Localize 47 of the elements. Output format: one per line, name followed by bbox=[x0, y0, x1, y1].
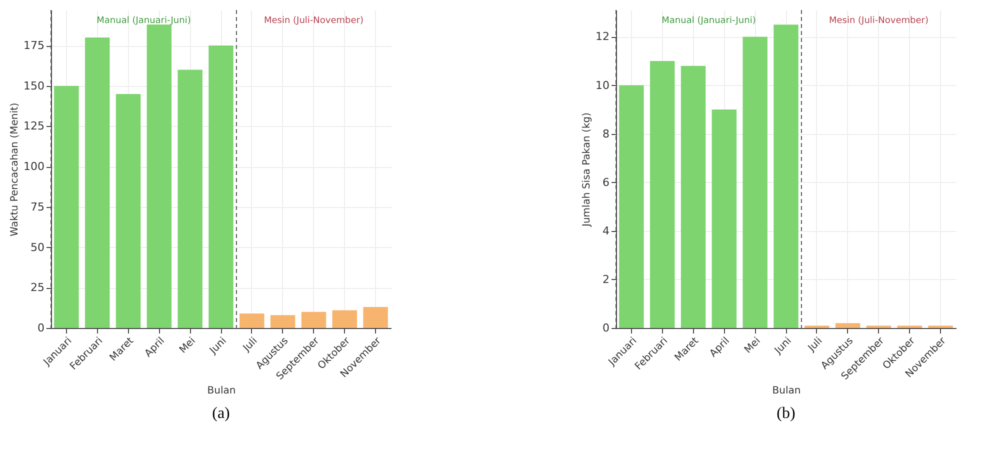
x-tick-label: Juli bbox=[806, 336, 825, 354]
bar bbox=[363, 307, 388, 328]
bar bbox=[712, 110, 737, 328]
bar bbox=[178, 70, 202, 328]
y-tick-label: 125 bbox=[24, 120, 44, 133]
bar bbox=[208, 46, 234, 328]
y-tick-label: 6 bbox=[602, 176, 610, 189]
bar bbox=[680, 66, 706, 328]
x-axis-title: Bulan bbox=[207, 386, 236, 397]
x-axis-title: Bulan bbox=[772, 386, 801, 397]
y-tick-label: 175 bbox=[24, 39, 44, 52]
y-tick-label: 0 bbox=[602, 322, 610, 334]
y-tick-label: 12 bbox=[596, 30, 610, 44]
y-axis-title: Waktu Pencacahan (Menit) bbox=[10, 102, 21, 236]
x-tick-label: Juli bbox=[240, 336, 260, 354]
y-tick-label: 50 bbox=[30, 240, 44, 254]
y-tick-label: 2 bbox=[602, 272, 610, 286]
bar bbox=[146, 24, 172, 328]
y-tick-label: 0 bbox=[38, 322, 44, 334]
text: (a) bbox=[212, 405, 230, 422]
y-tick-label: 150 bbox=[24, 79, 44, 92]
bar bbox=[332, 310, 357, 328]
annotation: Manual (Januari-Juni) bbox=[662, 16, 756, 26]
bar bbox=[774, 24, 798, 328]
bar bbox=[240, 313, 264, 328]
text: (b) bbox=[776, 405, 796, 422]
y-axis-title: Jumlah Sisa Pakan (kg) bbox=[582, 112, 593, 228]
bar bbox=[650, 60, 675, 328]
bar bbox=[301, 312, 326, 328]
x-tick-label: Mei bbox=[178, 336, 198, 356]
y-tick-label: 8 bbox=[602, 127, 610, 140]
y-tick-label: 75 bbox=[30, 200, 44, 214]
bar bbox=[619, 85, 644, 328]
bar bbox=[54, 86, 79, 328]
y-tick-label: 4 bbox=[602, 224, 610, 238]
annotation: Manual (Januari-Juni) bbox=[96, 16, 191, 26]
bar bbox=[742, 36, 768, 328]
x-tick-label: Mei bbox=[742, 336, 763, 356]
bar bbox=[835, 323, 860, 328]
annotation: Mesin (Juli-November) bbox=[264, 16, 364, 26]
annotation: Mesin (Juli-November) bbox=[828, 16, 928, 26]
bar bbox=[270, 315, 296, 328]
bar bbox=[116, 94, 141, 328]
y-tick-label: 100 bbox=[24, 160, 44, 174]
y-tick-label: 25 bbox=[30, 281, 44, 294]
y-tick-label: 10 bbox=[596, 78, 610, 92]
bar bbox=[85, 37, 110, 328]
